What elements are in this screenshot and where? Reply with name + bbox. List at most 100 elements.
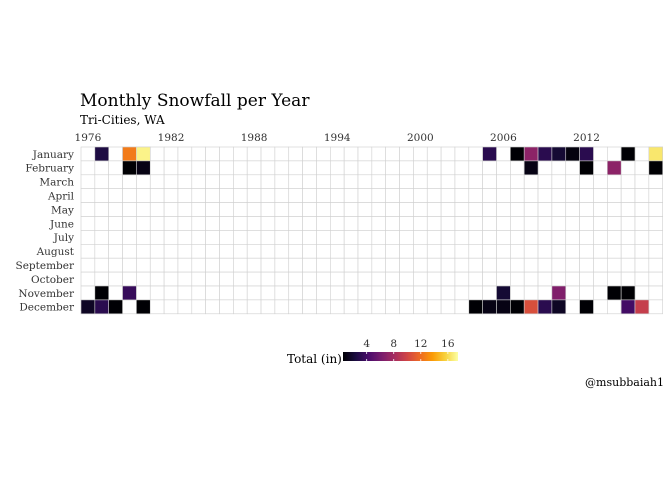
grid-cell <box>108 202 123 217</box>
grid-cell <box>454 299 470 315</box>
grid-cell <box>302 174 317 190</box>
grid-cell <box>496 244 511 259</box>
grid-cell <box>440 230 456 245</box>
grid-cell <box>260 216 276 231</box>
grid-cell <box>620 271 636 287</box>
grid-cell <box>399 271 414 287</box>
legend-tick-label: 8 <box>390 338 397 350</box>
grid-cell <box>634 271 650 287</box>
grid-cell <box>329 244 345 259</box>
grid-cell <box>371 160 387 176</box>
color-legend: Total (in) 4 8 12 16 <box>287 338 458 366</box>
grid-cell <box>233 271 248 287</box>
grid-cell <box>413 257 428 273</box>
grid-cell <box>565 216 580 231</box>
grid-cell <box>537 188 553 203</box>
grid-cell <box>191 299 206 315</box>
grid-cell <box>219 257 234 273</box>
grid-cell <box>510 257 525 273</box>
grid-cell <box>288 271 303 287</box>
grid-cell <box>426 257 442 273</box>
grid-cell <box>510 174 525 190</box>
grid-cell <box>329 230 345 245</box>
grid-cell <box>191 271 206 287</box>
grid-cell <box>316 299 331 315</box>
grid-cell <box>343 271 359 287</box>
grid-cell <box>468 285 483 301</box>
grid-cell <box>537 285 553 301</box>
heatmap-cell <box>468 299 483 315</box>
grid-cell <box>233 202 248 217</box>
grid-cell <box>634 244 650 259</box>
grid-cell <box>440 285 456 301</box>
grid-cell <box>385 160 400 176</box>
grid-cell <box>288 230 303 245</box>
grid-cell <box>357 299 373 315</box>
grid-cell <box>620 257 636 273</box>
grid-cell <box>260 244 276 259</box>
grid-cell <box>302 257 317 273</box>
y-tick-label: November <box>18 288 75 300</box>
grid-cell <box>316 202 331 217</box>
grid-cell <box>233 146 248 162</box>
grid-cell <box>329 216 345 231</box>
grid-cell <box>482 216 497 231</box>
legend-tick-label: 4 <box>363 338 370 350</box>
grid-cell <box>343 160 359 176</box>
grid-cell <box>163 202 179 217</box>
grid-cell <box>246 299 262 315</box>
grid-cell <box>343 188 359 203</box>
grid-cell <box>454 244 470 259</box>
heatmap-cell <box>579 160 594 176</box>
heatmap-cell <box>136 299 151 315</box>
grid-cell <box>163 244 179 259</box>
grid-cell <box>482 202 497 217</box>
grid-cell <box>163 257 179 273</box>
grid-cell <box>468 160 483 176</box>
grid-cell <box>357 230 373 245</box>
grid-cell <box>579 230 594 245</box>
grid-cell <box>440 188 456 203</box>
grid-cell <box>357 202 373 217</box>
legend-tick-label: 12 <box>414 338 427 350</box>
grid-cell <box>80 174 96 190</box>
grid-cell <box>357 174 373 190</box>
grid-cell <box>219 174 234 190</box>
grid-cell <box>496 188 511 203</box>
grid-cell <box>413 202 428 217</box>
grid-cell <box>413 244 428 259</box>
y-tick-label: October <box>31 274 75 286</box>
grid-cell <box>593 216 608 231</box>
heatmap-cell <box>565 146 580 162</box>
grid-cell <box>163 160 179 176</box>
grid-cell <box>593 271 608 287</box>
grid-cell <box>565 244 580 259</box>
grid-cell <box>177 202 193 217</box>
grid-cell <box>634 230 650 245</box>
grid-cell <box>260 160 276 176</box>
grid-cell <box>136 174 151 190</box>
grid-cell <box>260 257 276 273</box>
grid-cell <box>246 188 262 203</box>
grid-cell <box>246 285 262 301</box>
heatmap-cell <box>648 146 663 162</box>
legend-colorbar <box>343 352 458 361</box>
grid-cell <box>399 146 414 162</box>
y-tick-label: January <box>32 149 74 161</box>
grid-cell <box>371 230 387 245</box>
grid-cell <box>606 299 622 315</box>
grid-cell <box>620 160 636 176</box>
heatmap-cell <box>94 285 109 301</box>
grid-cell <box>510 230 525 245</box>
grid-cell <box>357 146 373 162</box>
grid-cell <box>246 244 262 259</box>
grid-cell <box>537 174 553 190</box>
grid-cell <box>634 146 650 162</box>
grid-cell <box>440 257 456 273</box>
grid-cell <box>634 160 650 176</box>
y-tick-label: June <box>49 218 74 230</box>
grid-cell <box>413 174 428 190</box>
grid-cell <box>634 202 650 217</box>
grid-cell <box>399 160 414 176</box>
grid-cell <box>440 146 456 162</box>
